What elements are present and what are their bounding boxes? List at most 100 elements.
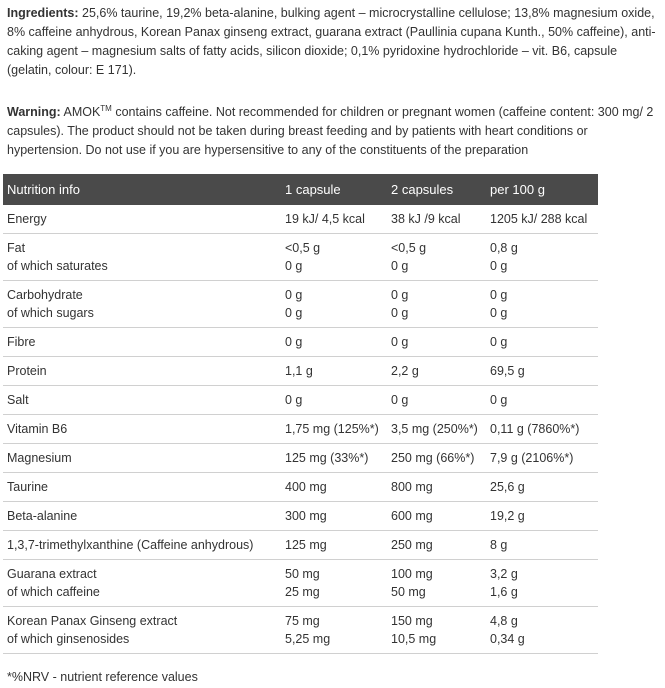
nutrition-table: Nutrition info 1 capsule 2 capsules per … [3,174,598,655]
cell-line: 19 kJ/ 4,5 kcal [285,212,365,227]
cell-line: 0,34 g [490,632,525,647]
cell-line: Salt [7,393,29,408]
ingredients-paragraph: Ingredients: 25,6% taurine, 19,2% beta-a… [7,4,662,80]
column-header: 2 capsules [387,174,486,206]
cell-line: 0 g [490,259,508,274]
warning-text: contains caffeine. Not recommended for c… [7,105,654,158]
table-row: Guarana extract of which caffeine 50 mg 25 … [3,559,598,608]
table-row: Beta-alanine 300 mg 600 mg 19,2 g [3,501,598,532]
column-header: Nutrition info [3,174,281,206]
table-cell: Protein [3,356,281,387]
ingredients-text: 25,6% taurine, 19,2% beta-alanine, bulki… [7,6,656,77]
cell-line: <0,5 g [285,241,321,256]
table-cell: 0 g [387,385,486,416]
table-cell: 19,2 g [486,501,598,532]
cell-line: 800 mg [391,480,433,495]
table-cell: 7,9 g (2106%*) [486,443,598,474]
cell-line: 0,11 g (7860%*) [490,422,580,437]
cell-line: 25,6 g [490,480,525,495]
table-cell: 25,6 g [486,472,598,503]
table-cell: 38 kJ /9 kcal [387,205,486,235]
cell-line: 250 mg [391,538,433,553]
table-cell: 0 g [281,327,387,358]
table-row: Vitamin B6 1,75 mg (125%*) 3,5 mg (250%*) 0… [3,414,598,445]
cell-line: of which sugars [7,306,94,321]
table-cell: Vitamin B6 [3,414,281,445]
cell-line: 5,25 mg [285,632,331,647]
cell-line: 1205 kJ/ 288 kcal [490,212,588,227]
cell-line: 150 mg [391,614,433,629]
table-cell: 0,8 g 0 g [486,233,598,282]
cell-line: 7,9 g (2106%*) [490,451,574,466]
cell-line: 0 g [391,306,409,321]
table-cell: 69,5 g [486,356,598,387]
ingredients-label: Ingredients: [7,6,79,20]
cell-line: Guarana extract [7,567,97,582]
cell-line: 75 mg [285,614,320,629]
cell-line: 0 g [391,288,409,303]
footnote: *%NRV - nutrient reference values [7,670,198,685]
cell-line: 1,6 g [490,585,518,600]
cell-line: 38 kJ /9 kcal [391,212,461,227]
cell-line: 1,3,7-trimethylxanthine (Caffeine anhydr… [7,538,254,553]
table-cell: Energy [3,205,281,235]
cell-line: 125 mg (33%*) [285,451,369,466]
cell-line: 69,5 g [490,364,525,379]
table-cell: 250 mg [387,530,486,561]
cell-line: 0 g [490,335,508,350]
table-cell: 0 g [281,385,387,416]
table-row: Fibre 0 g 0 g 0 g [3,327,598,358]
cell-line: 0 g [391,259,409,274]
table-cell: <0,5 g 0 g [387,233,486,282]
cell-line: Fibre [7,335,36,350]
cell-line: <0,5 g [391,241,427,256]
table-cell: 1,75 mg (125%*) [281,414,387,445]
cell-line: Korean Panax Ginseng extract [7,614,178,629]
table-cell: 300 mg [281,501,387,532]
table-cell: 125 mg [281,530,387,561]
table-cell: 0 g [387,327,486,358]
table-row: Korean Panax Ginseng extract of which gin… [3,606,598,655]
cell-line: of which saturates [7,259,108,274]
cell-line: 0 g [490,393,508,408]
table-cell: Korean Panax Ginseng extract of which gin… [3,606,281,655]
cell-line: 0 g [285,288,303,303]
warning-paragraph: Warning: AMOKTM contains caffeine. Not r… [7,99,662,160]
cell-line: 300 mg [285,509,327,524]
cell-line: Vitamin B6 [7,422,68,437]
table-cell: 4,8 g 0,34 g [486,606,598,655]
table-cell: 250 mg (66%*) [387,443,486,474]
table-row: Salt 0 g 0 g 0 g [3,385,598,416]
cell-line: Taurine [7,480,48,495]
cell-line: 19,2 g [490,509,525,524]
cell-line: 0 g [490,306,508,321]
column-header: 1 capsule [281,174,387,206]
cell-line: 50 mg [285,567,320,582]
table-cell: 800 mg [387,472,486,503]
cell-line: 100 mg [391,567,433,582]
cell-line: 0 g [490,288,508,303]
cell-line: of which ginsenosides [7,632,130,647]
trademark: TM [100,104,112,113]
cell-line: 0 g [285,335,303,350]
table-cell: Guarana extract of which caffeine [3,559,281,608]
cell-line: 25 mg [285,585,320,600]
cell-line: 0 g [285,306,303,321]
cell-line: of which caffeine [7,585,100,600]
table-cell: Fat of which saturates [3,233,281,282]
table-cell: 0 g [486,385,598,416]
table-cell: 600 mg [387,501,486,532]
cell-line: Beta-alanine [7,509,78,524]
table-cell: 8 g [486,530,598,561]
cell-line: 0 g [285,259,303,274]
cell-line: 50 mg [391,585,426,600]
table-cell: Beta-alanine [3,501,281,532]
table-cell: 50 mg 25 mg [281,559,387,608]
table-cell: 400 mg [281,472,387,503]
cell-line: Fat [7,241,26,256]
cell-line: 0 g [391,393,409,408]
table-row: 1,3,7-trimethylxanthine (Caffeine anhydr… [3,530,598,561]
cell-line: 8 g [490,538,508,553]
cell-line: 600 mg [391,509,433,524]
